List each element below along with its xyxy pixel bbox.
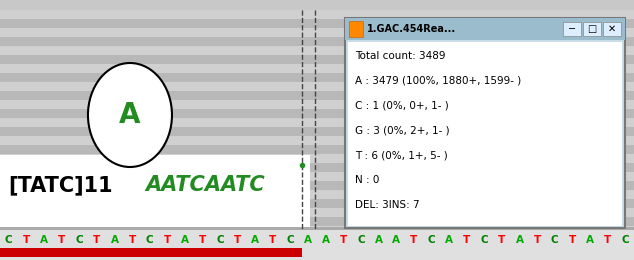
Text: ✕: ✕	[608, 24, 616, 34]
Text: T: T	[340, 235, 347, 245]
Text: T: T	[164, 235, 171, 245]
Text: T: T	[463, 235, 470, 245]
Text: T : 6 (0%, 1+, 5- ): T : 6 (0%, 1+, 5- )	[355, 151, 448, 160]
Bar	[0, 208, 634, 217]
Text: A: A	[375, 235, 383, 245]
Bar	[345, 18, 625, 228]
Text: A: A	[251, 235, 259, 245]
Text: A: A	[40, 235, 48, 245]
Text: T: T	[498, 235, 505, 245]
Bar	[0, 248, 302, 257]
Bar	[0, 235, 634, 244]
Text: A: A	[110, 235, 119, 245]
Text: A: A	[515, 235, 524, 245]
Bar	[603, 22, 621, 36]
Text: C: C	[357, 235, 365, 245]
Bar	[583, 22, 601, 36]
Text: A: A	[392, 235, 400, 245]
Bar	[0, 28, 634, 37]
Text: [TATC]11: [TATC]11	[8, 175, 113, 195]
Bar	[0, 199, 634, 208]
Bar	[349, 21, 363, 37]
Text: C : 1 (0%, 0+, 1- ): C : 1 (0%, 0+, 1- )	[355, 101, 449, 111]
Bar	[0, 100, 634, 109]
Text: DEL: 3INS: 7: DEL: 3INS: 7	[355, 200, 420, 210]
Text: C: C	[428, 235, 436, 245]
Bar	[345, 18, 625, 40]
Bar	[0, 118, 634, 127]
Text: C: C	[621, 235, 629, 245]
Text: A: A	[119, 101, 141, 129]
Text: A: A	[322, 235, 330, 245]
Bar	[0, 109, 634, 118]
Text: G : 3 (0%, 2+, 1- ): G : 3 (0%, 2+, 1- )	[355, 126, 450, 135]
Text: T: T	[534, 235, 541, 245]
Bar	[0, 190, 634, 199]
Text: N : 0: N : 0	[355, 175, 379, 185]
Bar	[0, 55, 634, 64]
Text: C: C	[146, 235, 153, 245]
Text: T: T	[129, 235, 136, 245]
Text: C: C	[5, 235, 13, 245]
Text: 1.GAC.454Rea...: 1.GAC.454Rea...	[367, 24, 456, 34]
Text: T: T	[604, 235, 611, 245]
Text: T: T	[234, 235, 242, 245]
Text: A: A	[181, 235, 189, 245]
Text: T: T	[269, 235, 276, 245]
Bar	[348, 42, 622, 226]
Text: □: □	[587, 24, 597, 34]
Bar	[0, 145, 634, 154]
Text: T: T	[23, 235, 30, 245]
Text: −: −	[568, 24, 576, 34]
Bar	[0, 155, 310, 230]
Bar	[0, 127, 634, 136]
Bar	[0, 37, 634, 46]
Bar	[0, 154, 634, 163]
Text: T: T	[58, 235, 65, 245]
Bar	[0, 217, 634, 226]
Bar	[0, 244, 634, 253]
Bar	[0, 172, 634, 181]
Bar	[0, 226, 634, 235]
Bar	[0, 64, 634, 73]
Bar	[0, 91, 634, 100]
Text: C: C	[551, 235, 559, 245]
Text: T: T	[93, 235, 100, 245]
Text: C: C	[287, 235, 294, 245]
Bar	[0, 19, 634, 28]
Bar	[0, 10, 634, 19]
Bar	[0, 230, 634, 260]
Text: Total count: 3489: Total count: 3489	[355, 51, 446, 61]
Bar	[0, 163, 634, 172]
Text: C: C	[481, 235, 488, 245]
Text: C: C	[75, 235, 83, 245]
Bar	[0, 227, 634, 230]
Text: A: A	[586, 235, 594, 245]
Text: A : 3479 (100%, 1880+, 1599- ): A : 3479 (100%, 1880+, 1599- )	[355, 76, 521, 86]
Text: AATCAATC: AATCAATC	[145, 175, 265, 195]
Bar	[0, 253, 634, 260]
Ellipse shape	[88, 63, 172, 167]
Bar	[0, 136, 634, 145]
Bar	[563, 22, 581, 36]
Text: C: C	[216, 235, 224, 245]
Text: T: T	[410, 235, 417, 245]
Text: A: A	[445, 235, 453, 245]
Bar	[0, 73, 634, 82]
Bar	[0, 82, 634, 91]
Text: T: T	[199, 235, 206, 245]
Text: T: T	[569, 235, 576, 245]
Bar	[0, 46, 634, 55]
Bar	[0, 181, 634, 190]
Text: A: A	[304, 235, 312, 245]
